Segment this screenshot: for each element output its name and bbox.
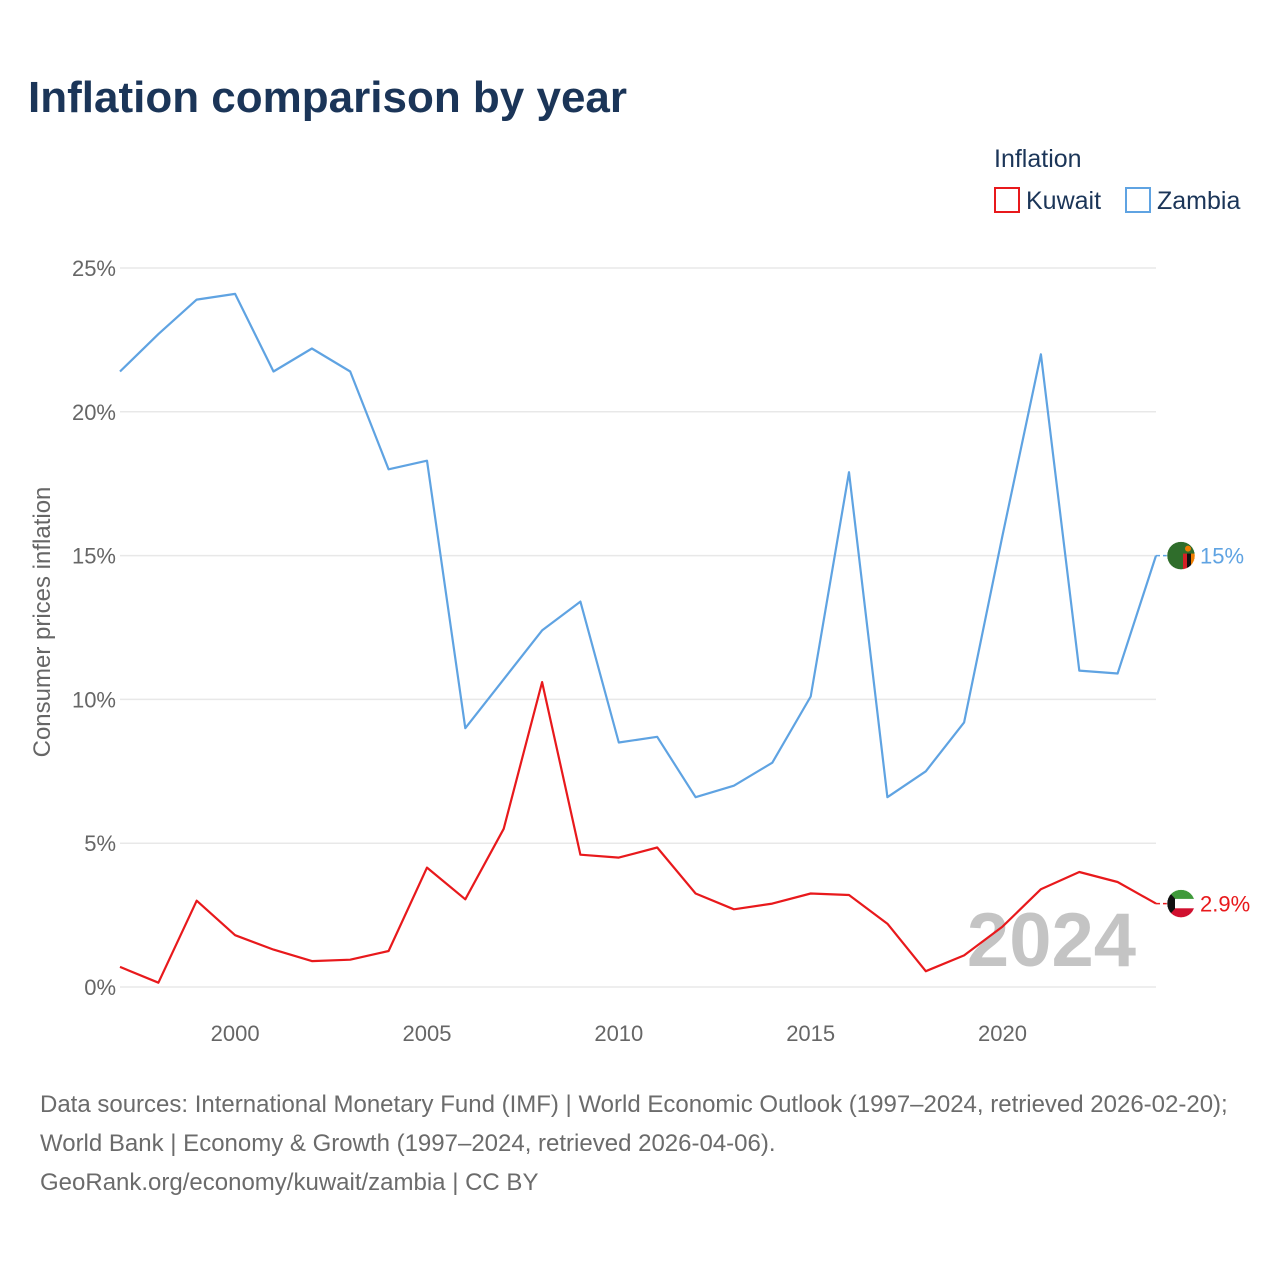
attribution-link[interactable]: GeoRank.org/economy/kuwait/zambia | CC B… xyxy=(40,1169,539,1196)
legend-swatch-kuwait xyxy=(994,187,1020,213)
chart-title: Inflation comparison by year xyxy=(28,73,627,122)
y-tick-label: 10% xyxy=(72,687,116,712)
data-source-note: Data sources: International Monetary Fun… xyxy=(40,1085,1250,1202)
y-tick-label: 25% xyxy=(72,256,116,281)
y-tick-label: 5% xyxy=(84,831,116,856)
x-tick-label: 2020 xyxy=(978,1021,1027,1046)
x-tick-label: 2000 xyxy=(211,1021,260,1046)
x-tick-label: 2015 xyxy=(786,1021,835,1046)
legend-label-zambia: Zambia xyxy=(1157,187,1240,215)
y-axis-ticks: 0% 5% 10% 15% 20% 25% xyxy=(72,256,116,1000)
year-watermark: 2024 xyxy=(967,898,1136,983)
end-markers: 2.9% 15% xyxy=(1156,541,1250,918)
series-line-kuwait xyxy=(119,680,1157,984)
x-tick-label: 2010 xyxy=(594,1021,643,1046)
x-axis-ticks: 2000 2005 2010 2015 2020 xyxy=(211,1021,1027,1046)
end-value-label-kuwait: 2.9% xyxy=(1200,892,1250,917)
legend-title: Inflation xyxy=(994,145,1082,173)
legend-swatch-zambia xyxy=(1125,187,1151,213)
kuwait-flag-icon xyxy=(1166,889,1196,918)
legend: Inflation Kuwait Zambia xyxy=(994,145,1240,215)
x-tick-label: 2005 xyxy=(402,1021,451,1046)
legend-label-kuwait: Kuwait xyxy=(1026,187,1101,215)
series-line-zambia xyxy=(119,292,1158,799)
zambia-flag-icon xyxy=(1166,541,1196,570)
y-tick-label: 15% xyxy=(72,544,116,569)
legend-item-zambia[interactable]: Zambia xyxy=(1125,187,1240,215)
legend-item-kuwait[interactable]: Kuwait xyxy=(994,187,1101,215)
end-value-label-zambia: 15% xyxy=(1200,544,1244,569)
series-lines xyxy=(119,292,1158,984)
y-tick-label: 20% xyxy=(72,400,116,425)
gridlines xyxy=(120,267,1156,988)
y-axis-label: Consumer prices inflation xyxy=(29,487,56,758)
y-tick-label: 0% xyxy=(84,975,116,1000)
data-source-text: Data sources: International Monetary Fun… xyxy=(40,1091,1228,1157)
